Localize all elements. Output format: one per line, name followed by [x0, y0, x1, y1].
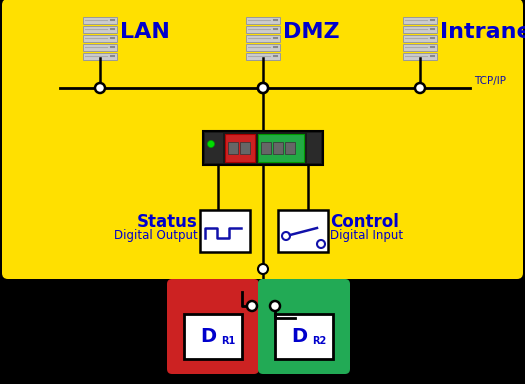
FancyBboxPatch shape: [258, 279, 350, 374]
FancyBboxPatch shape: [246, 43, 280, 51]
FancyBboxPatch shape: [246, 17, 280, 23]
Circle shape: [207, 141, 215, 147]
Circle shape: [270, 301, 280, 311]
FancyBboxPatch shape: [225, 134, 255, 162]
FancyBboxPatch shape: [246, 35, 280, 41]
FancyBboxPatch shape: [205, 133, 223, 163]
Circle shape: [258, 264, 268, 274]
FancyBboxPatch shape: [167, 279, 259, 374]
FancyBboxPatch shape: [83, 53, 117, 60]
FancyBboxPatch shape: [184, 314, 242, 359]
Circle shape: [258, 83, 268, 93]
FancyBboxPatch shape: [2, 0, 523, 279]
Text: Digital Output: Digital Output: [114, 229, 198, 242]
FancyBboxPatch shape: [403, 35, 437, 41]
Text: Digital Input: Digital Input: [330, 229, 403, 242]
FancyBboxPatch shape: [278, 210, 328, 252]
FancyBboxPatch shape: [203, 131, 323, 165]
Circle shape: [258, 83, 268, 93]
FancyBboxPatch shape: [273, 142, 283, 154]
Text: R2: R2: [312, 336, 326, 346]
Text: TCP/IP: TCP/IP: [474, 76, 506, 86]
Circle shape: [282, 232, 290, 240]
FancyBboxPatch shape: [285, 142, 295, 154]
Text: Intranet: Intranet: [440, 22, 525, 42]
FancyBboxPatch shape: [246, 53, 280, 60]
FancyBboxPatch shape: [228, 142, 238, 154]
Text: Status: Status: [137, 213, 198, 231]
FancyBboxPatch shape: [200, 210, 250, 252]
FancyBboxPatch shape: [83, 43, 117, 51]
Text: R1: R1: [221, 336, 235, 346]
FancyBboxPatch shape: [261, 142, 271, 154]
Text: DMZ: DMZ: [283, 22, 340, 42]
Text: D: D: [291, 327, 307, 346]
FancyBboxPatch shape: [258, 134, 304, 162]
FancyBboxPatch shape: [83, 25, 117, 33]
FancyBboxPatch shape: [240, 142, 250, 154]
FancyBboxPatch shape: [403, 43, 437, 51]
FancyBboxPatch shape: [403, 53, 437, 60]
FancyBboxPatch shape: [246, 25, 280, 33]
Circle shape: [95, 83, 105, 93]
Text: D: D: [200, 327, 216, 346]
Circle shape: [415, 83, 425, 93]
FancyBboxPatch shape: [275, 314, 333, 359]
FancyBboxPatch shape: [403, 25, 437, 33]
FancyBboxPatch shape: [83, 17, 117, 23]
Text: LAN: LAN: [120, 22, 170, 42]
Text: Control: Control: [330, 213, 399, 231]
FancyBboxPatch shape: [83, 35, 117, 41]
FancyBboxPatch shape: [403, 17, 437, 23]
Circle shape: [317, 240, 325, 248]
FancyBboxPatch shape: [307, 133, 321, 163]
Circle shape: [247, 301, 257, 311]
